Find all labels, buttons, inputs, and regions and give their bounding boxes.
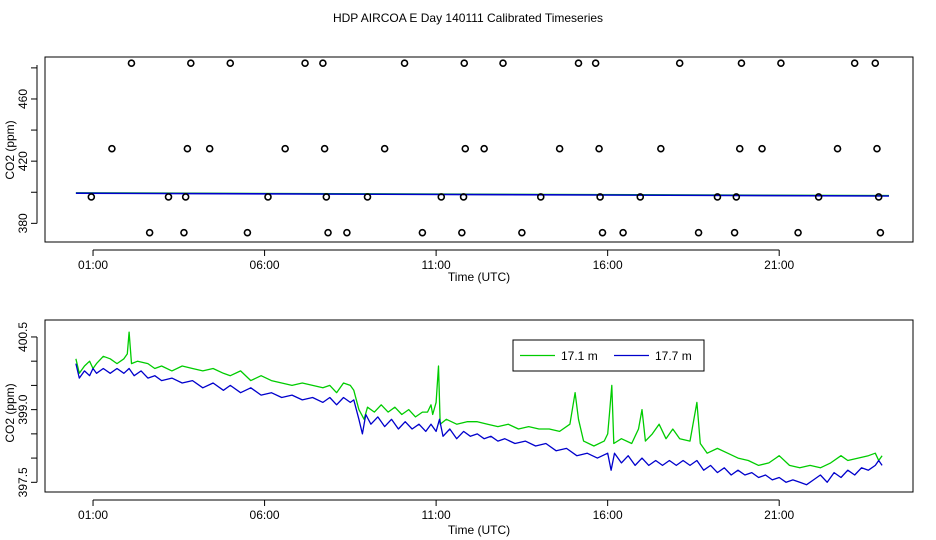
calibration-point — [876, 228, 885, 237]
calibration-point — [460, 59, 469, 68]
calibration-point — [264, 193, 272, 201]
calibration-point — [400, 59, 409, 68]
legend-label-green: 17.1 m — [561, 349, 598, 363]
x-tick-label: 06:00 — [250, 508, 280, 522]
calibration-point — [555, 144, 564, 153]
calibration-point — [458, 228, 466, 237]
calibration-point — [380, 144, 389, 153]
co2-timeseries-panel: 01:00 06:00 11:00 16:00 21:00 397.5 399.0 400.… — [3, 319, 914, 537]
x-axis-bottom: 01:00 06:00 11:00 16:00 21:00 — [78, 499, 795, 522]
calibration-point — [619, 228, 627, 237]
series-line — [75, 363, 883, 486]
y-tick-label: 460 — [16, 89, 30, 109]
calibration-point — [777, 59, 785, 68]
calibration-point — [319, 59, 327, 68]
calibration-point — [730, 228, 739, 237]
calibration-point — [243, 228, 252, 237]
calibration-point — [794, 228, 802, 237]
calibration-point — [595, 144, 603, 153]
x-axis-label-top: Time (UTC) — [448, 270, 510, 284]
calibration-point — [480, 144, 488, 153]
x-tick-label: 06:00 — [250, 258, 280, 272]
calibration-point — [164, 193, 173, 201]
calibration-point — [758, 144, 766, 153]
calibration-point — [737, 59, 746, 68]
y-axis-top: 380 420 460 — [16, 65, 38, 233]
calibration-point — [871, 59, 880, 68]
series-line — [75, 192, 890, 197]
calibration-point — [657, 144, 665, 153]
calibration-point — [694, 228, 703, 237]
calibration-point — [461, 144, 470, 153]
calibration-point — [437, 193, 446, 201]
calibration-point — [598, 228, 607, 237]
calibration-point — [499, 59, 507, 68]
calibration-point — [181, 193, 190, 201]
calibration-points — [87, 59, 885, 237]
calibration-point — [281, 144, 289, 153]
calibration-point — [459, 193, 468, 201]
series-lines-top — [75, 192, 890, 197]
calibration-point — [518, 228, 526, 237]
calibration-point — [301, 59, 309, 68]
calibration-point — [183, 144, 192, 153]
calibration-point — [343, 228, 351, 237]
calibration-point — [108, 144, 116, 153]
y-axis-bottom: 397.5 399.0 400.5 — [16, 322, 38, 497]
calibration-point — [591, 59, 600, 68]
series-line — [75, 331, 883, 469]
x-tick-label: 11:00 — [422, 508, 451, 522]
calibration-point — [732, 193, 741, 201]
x-tick-label: 21:00 — [764, 258, 794, 272]
calibration-point — [675, 59, 684, 68]
calibration-point — [713, 193, 722, 201]
x-tick-label: 16:00 — [593, 508, 623, 522]
y-axis-label-bottom: CO2 (ppm) — [3, 383, 17, 442]
x-axis-top: 01:00 06:00 11:00 16:00 21:00 — [78, 249, 795, 272]
calibration-point — [574, 59, 583, 68]
x-tick-label: 21:00 — [764, 508, 794, 522]
calibration-point — [874, 193, 883, 201]
legend-label-blue: 17.7 m — [655, 349, 692, 363]
x-axis-label-bottom: Time (UTC) — [448, 523, 510, 537]
calibration-point — [536, 193, 545, 201]
x-tick-label: 01:00 — [78, 508, 108, 522]
calibration-point — [180, 228, 188, 237]
calibration-point — [735, 144, 744, 153]
calibration-point — [145, 228, 154, 237]
calibration-point — [320, 144, 329, 153]
legend: 17.1 m 17.7 m — [512, 339, 705, 372]
y-tick-label: 399.0 — [16, 394, 30, 424]
calibration-point — [205, 144, 214, 153]
calibration-point — [814, 193, 823, 201]
y-tick-label: 397.5 — [16, 467, 30, 497]
calibration-point — [87, 193, 96, 201]
calibration-point — [322, 193, 331, 201]
series-lines-bottom — [75, 331, 883, 486]
calibration-point — [127, 59, 136, 68]
calibration-point — [850, 59, 859, 68]
x-tick-label: 01:00 — [78, 258, 108, 272]
chart-title: HDP AIRCOA E Day 140111 Calibrated Times… — [333, 11, 603, 25]
calibration-point — [873, 144, 881, 153]
calibration-point — [324, 228, 332, 237]
calibrated-co2-panel: 01:00 06:00 11:00 16:00 21:00 380 420 460 Time… — [3, 56, 914, 284]
x-tick-label: 11:00 — [422, 258, 451, 272]
calibration-point — [418, 228, 427, 237]
x-tick-label: 16:00 — [593, 258, 623, 272]
y-tick-label: 400.5 — [16, 322, 30, 352]
plot-frame-top — [44, 56, 914, 243]
y-tick-label: 380 — [16, 213, 30, 233]
y-axis-label-top: CO2 (ppm) — [3, 120, 17, 179]
calibration-point — [833, 144, 842, 153]
calibration-point — [226, 59, 235, 68]
plot-frame-bottom — [44, 319, 914, 493]
calibration-point — [636, 193, 645, 201]
y-tick-label: 420 — [16, 151, 30, 171]
calibration-point — [187, 59, 195, 68]
calibration-point — [363, 193, 372, 201]
calibration-point — [596, 193, 604, 201]
